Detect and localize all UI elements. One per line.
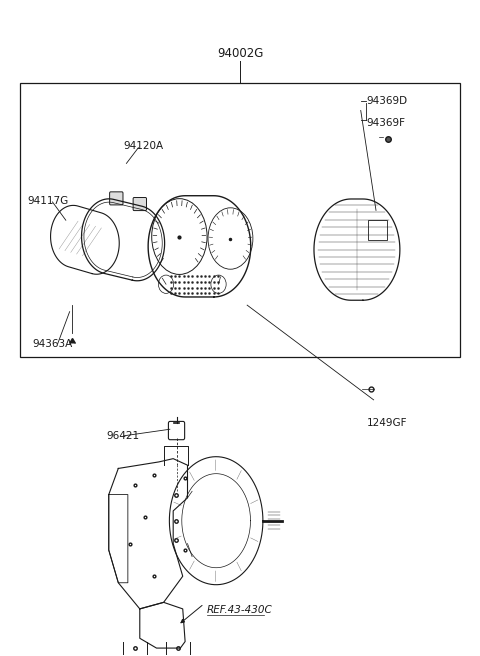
Ellipse shape [208,208,253,269]
Text: 94117G: 94117G [28,195,69,205]
Bar [368,220,387,240]
Text: 94369F: 94369F [366,118,406,128]
Ellipse shape [152,199,207,274]
Text: 94002G: 94002G [217,47,263,60]
FancyBboxPatch shape [133,197,146,211]
Text: REF.43-430C: REF.43-430C [206,605,272,615]
Text: 94120A: 94120A [123,142,163,152]
Text: 96421: 96421 [107,431,140,441]
FancyBboxPatch shape [109,192,123,205]
FancyBboxPatch shape [168,421,185,440]
Bar [21,83,459,358]
Ellipse shape [211,275,226,293]
Ellipse shape [158,275,174,293]
Text: 94363A: 94363A [33,339,72,350]
Text: 1249GF: 1249GF [366,418,407,428]
Text: 94369D: 94369D [366,96,408,106]
